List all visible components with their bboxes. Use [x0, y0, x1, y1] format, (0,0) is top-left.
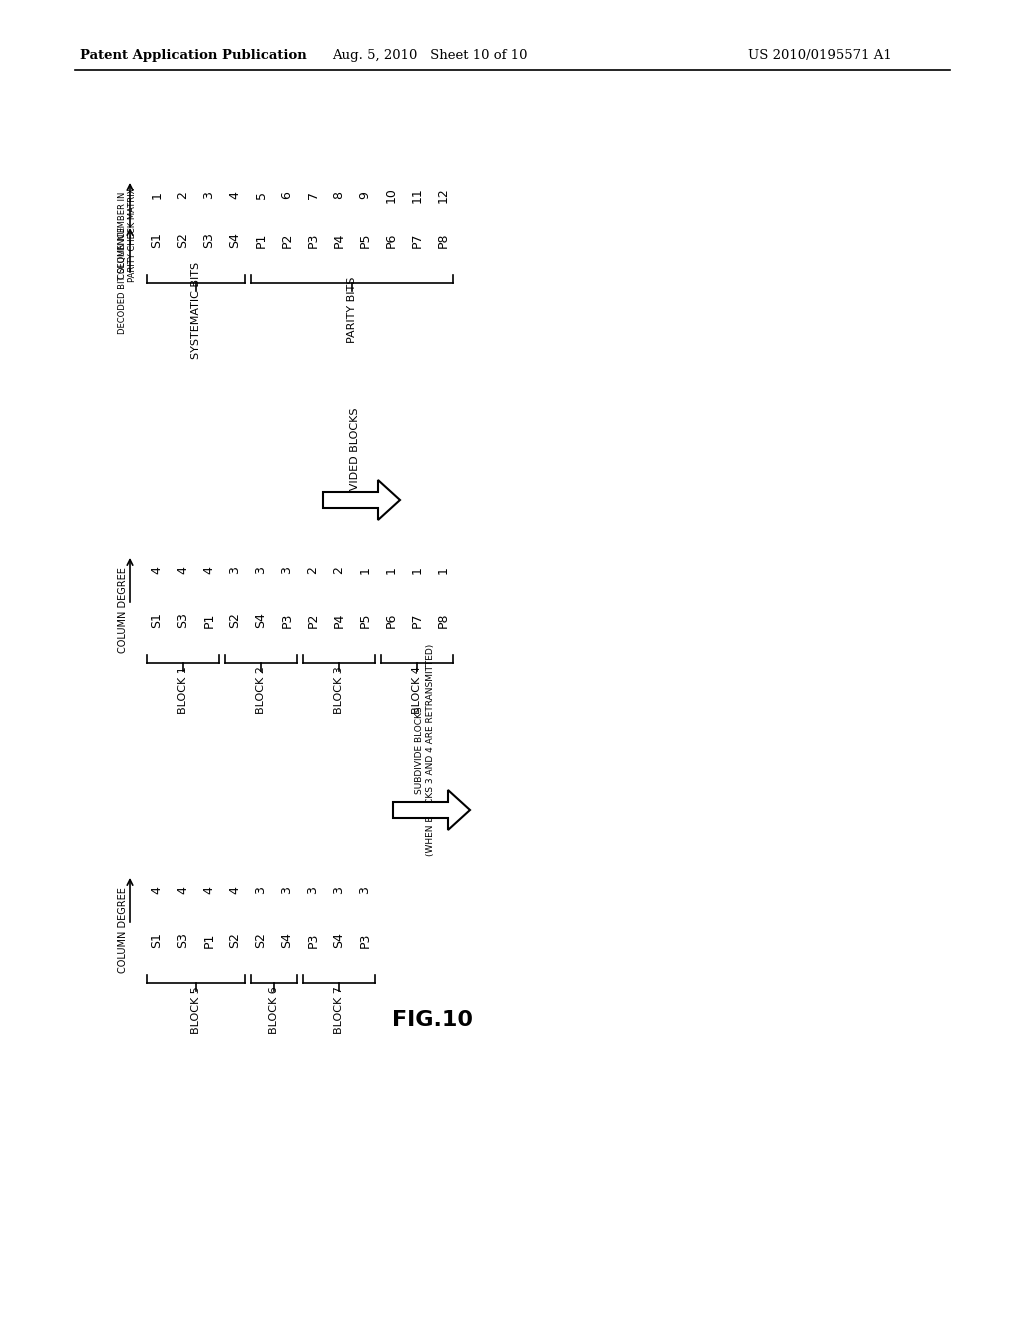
Text: BLOCK 7: BLOCK 7 — [334, 986, 344, 1034]
Text: S1: S1 — [151, 232, 164, 248]
Text: P3: P3 — [306, 932, 319, 948]
Text: 3: 3 — [333, 886, 345, 894]
Text: P1: P1 — [203, 932, 215, 948]
Text: P2: P2 — [281, 232, 294, 248]
Text: 1: 1 — [411, 566, 424, 574]
FancyArrow shape — [323, 480, 400, 520]
Text: P1: P1 — [255, 232, 267, 248]
Text: S4: S4 — [255, 612, 267, 628]
Text: 3: 3 — [281, 886, 294, 894]
Text: 4: 4 — [176, 886, 189, 894]
Text: BLOCK 2: BLOCK 2 — [256, 667, 266, 714]
Text: Aug. 5, 2010   Sheet 10 of 10: Aug. 5, 2010 Sheet 10 of 10 — [332, 49, 527, 62]
Text: BLOCK 5: BLOCK 5 — [191, 986, 201, 1034]
Text: 3: 3 — [281, 566, 294, 574]
Text: S2: S2 — [228, 932, 242, 948]
Text: 8: 8 — [333, 191, 345, 199]
Text: P3: P3 — [358, 932, 372, 948]
Text: S2: S2 — [228, 612, 242, 628]
Text: S4: S4 — [228, 232, 242, 248]
Text: FIG.10: FIG.10 — [392, 1010, 473, 1030]
Text: P7: P7 — [411, 232, 424, 248]
Text: 2: 2 — [306, 566, 319, 574]
Text: P8: P8 — [436, 612, 450, 628]
Text: 1: 1 — [358, 566, 372, 574]
Text: 4: 4 — [203, 566, 215, 574]
Text: DIVIDED BLOCKS: DIVIDED BLOCKS — [350, 408, 360, 502]
Text: 4: 4 — [203, 886, 215, 894]
Text: 3: 3 — [228, 566, 242, 574]
Text: 3: 3 — [255, 886, 267, 894]
Text: BLOCK 1: BLOCK 1 — [178, 667, 188, 714]
Text: S1: S1 — [151, 932, 164, 948]
Text: Patent Application Publication: Patent Application Publication — [80, 49, 307, 62]
Text: P7: P7 — [411, 612, 424, 628]
Text: 4: 4 — [228, 886, 242, 894]
Text: 3: 3 — [203, 191, 215, 199]
Text: 7: 7 — [306, 191, 319, 199]
Text: 1: 1 — [384, 566, 397, 574]
Text: S1: S1 — [151, 612, 164, 628]
Text: P4: P4 — [333, 232, 345, 248]
Text: PARITY BITS: PARITY BITS — [347, 277, 357, 343]
Text: 10: 10 — [384, 187, 397, 203]
Text: 3: 3 — [358, 886, 372, 894]
Text: S3: S3 — [176, 932, 189, 948]
Text: 11: 11 — [411, 187, 424, 203]
Text: 4: 4 — [151, 566, 164, 574]
Text: P2: P2 — [306, 612, 319, 628]
Text: P5: P5 — [358, 232, 372, 248]
Text: US 2010/0195571 A1: US 2010/0195571 A1 — [749, 49, 892, 62]
Text: S4: S4 — [333, 932, 345, 948]
Text: 4: 4 — [228, 191, 242, 199]
Text: BLOCK 6: BLOCK 6 — [269, 986, 279, 1034]
Text: COLUMN DEGREE: COLUMN DEGREE — [118, 887, 128, 973]
Text: 1: 1 — [436, 566, 450, 574]
Text: 3: 3 — [306, 886, 319, 894]
Text: COLUMN NUMBER IN
PARITY CHECK MATRIX: COLUMN NUMBER IN PARITY CHECK MATRIX — [118, 187, 137, 282]
Text: S4: S4 — [281, 932, 294, 948]
Text: P3: P3 — [306, 232, 319, 248]
Text: 3: 3 — [255, 566, 267, 574]
Text: 1: 1 — [151, 191, 164, 199]
Text: P6: P6 — [384, 612, 397, 628]
Text: 4: 4 — [151, 886, 164, 894]
Text: 2: 2 — [176, 191, 189, 199]
Text: P1: P1 — [203, 612, 215, 628]
Text: P4: P4 — [333, 612, 345, 628]
Text: DECODED BIT SEQUENCE: DECODED BIT SEQUENCE — [118, 227, 127, 334]
Text: P5: P5 — [358, 612, 372, 628]
FancyArrow shape — [393, 789, 470, 830]
Text: COLUMN DEGREE: COLUMN DEGREE — [118, 568, 128, 653]
Text: S3: S3 — [176, 612, 189, 628]
Text: 6: 6 — [281, 191, 294, 199]
Text: 9: 9 — [358, 191, 372, 199]
Text: S3: S3 — [203, 232, 215, 248]
Text: BLOCK 4: BLOCK 4 — [412, 667, 422, 714]
Text: 5: 5 — [255, 191, 267, 199]
Text: 12: 12 — [436, 187, 450, 203]
Text: S2: S2 — [255, 932, 267, 948]
Text: P6: P6 — [384, 232, 397, 248]
Text: SYSTEMATIC BITS: SYSTEMATIC BITS — [191, 261, 201, 359]
Text: BLOCK 3: BLOCK 3 — [334, 667, 344, 714]
Text: 4: 4 — [176, 566, 189, 574]
Text: S2: S2 — [176, 232, 189, 248]
Text: P8: P8 — [436, 232, 450, 248]
Text: 2: 2 — [333, 566, 345, 574]
Text: SUBDIVIDE BLOCKS
(WHEN BLOCKS 3 AND 4 ARE RETRANSMITTED): SUBDIVIDE BLOCKS (WHEN BLOCKS 3 AND 4 AR… — [416, 644, 435, 857]
Text: P3: P3 — [281, 612, 294, 628]
